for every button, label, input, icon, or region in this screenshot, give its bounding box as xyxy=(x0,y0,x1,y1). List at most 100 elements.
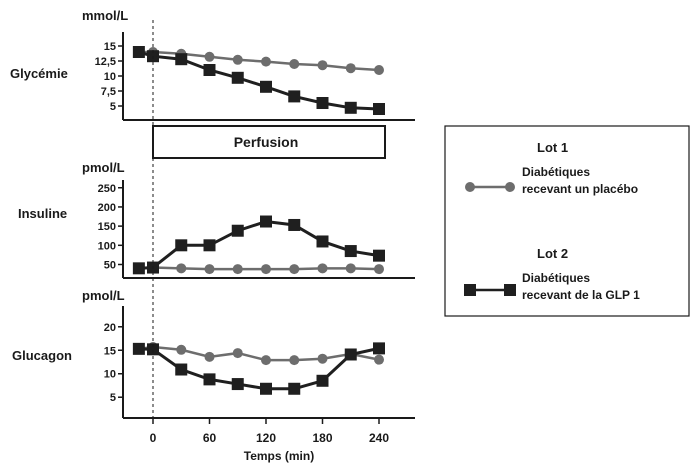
legend-lot1-line1: Diabétiques xyxy=(522,165,590,179)
glucagon-y-tick-label: 15 xyxy=(104,345,116,357)
glycemie-lot1-point xyxy=(232,54,243,65)
glycemie-lot1-point xyxy=(204,51,215,62)
insuline-series xyxy=(132,215,385,275)
panel-glucagon: pmol/L Glucagon 5 10 15 20 0 60 120 180 240 Tem… xyxy=(12,288,415,463)
glucagon-series-1-line xyxy=(138,345,380,362)
insuline-lot2-point xyxy=(316,235,329,248)
glucagon-lot2-point xyxy=(203,373,216,386)
insuline-series-1-line xyxy=(138,266,380,271)
glucagon-lot1-point xyxy=(204,351,215,362)
glycemie-lot2-point xyxy=(175,53,188,66)
legend-lot2-line2: recevant de la GLP 1 xyxy=(522,288,640,302)
glucagon-y-tick-label: 20 xyxy=(104,322,116,334)
glucagon-lot2-point xyxy=(147,343,159,356)
glucagon-lot1-point xyxy=(232,348,243,359)
x-tick-label: 240 xyxy=(369,431,389,445)
insuline-lot2-point xyxy=(175,239,188,252)
glucagon-lot2-point xyxy=(344,348,357,361)
glucagon-lot2-point xyxy=(260,382,272,395)
glucagon-series xyxy=(132,341,385,395)
glycemie-lot2-point xyxy=(373,103,385,115)
glucagon-lot1-point xyxy=(176,344,187,355)
glucagon-lot2-point xyxy=(316,374,329,387)
x-tick-label: 180 xyxy=(312,431,332,445)
perfusion-bar: Perfusion xyxy=(152,125,386,159)
insuline-lot2-point xyxy=(231,224,244,237)
glycemie-series-1-line xyxy=(138,50,380,72)
glucagon-y-tick-label: 10 xyxy=(104,369,116,381)
x-tick-label: 120 xyxy=(256,431,276,445)
glycemie-title: Glycémie xyxy=(10,66,68,81)
glucagon-lot2-point xyxy=(175,363,188,376)
glycemie-lot1-point xyxy=(345,63,356,74)
legend-lot2-marker-left xyxy=(464,284,476,296)
glycemie-lot2-point xyxy=(260,80,272,93)
panel-glycemie: mmol/L Glycémie 5 7,5 10 12,5 15 xyxy=(10,8,415,121)
glycemie-series-2-line xyxy=(138,50,380,111)
insuline-lot1-point xyxy=(204,264,215,275)
insuline-lot1-point xyxy=(289,264,300,275)
insuline-unit-label: pmol/L xyxy=(82,160,125,175)
insuline-series-2-line xyxy=(138,219,380,270)
glycemie-lot2-point xyxy=(344,101,357,114)
legend-lot1-line2: recevant un placébo xyxy=(522,182,638,196)
insuline-y-tick-label: 50 xyxy=(104,259,116,271)
insuline-y-tick-label: 150 xyxy=(98,221,116,233)
glycemie-lot1-point xyxy=(374,65,384,75)
insuline-y-tick-label: 100 xyxy=(98,240,116,252)
perfusion-label: Perfusion xyxy=(234,134,299,150)
insuline-lot2-point xyxy=(344,245,357,258)
glycemie-unit-label: mmol/L xyxy=(82,8,128,23)
insuline-title: Insuline xyxy=(18,206,67,221)
glucagon-title: Glucagon xyxy=(12,348,72,363)
insuline-lot1-point xyxy=(374,264,384,275)
glucagon-lot2-point xyxy=(373,342,385,355)
glycemie-lot1-point xyxy=(317,60,328,71)
glucagon-y-tick-label: 5 xyxy=(110,392,116,404)
legend-lot1-marker-right xyxy=(505,182,515,192)
glucagon-unit-label: pmol/L xyxy=(82,288,125,303)
insuline-y-tick-label: 250 xyxy=(98,183,116,195)
glucagon-lot1-point xyxy=(317,353,328,364)
insuline-lot1-point xyxy=(317,263,328,274)
glucagon-lot1-point xyxy=(289,355,300,366)
glycemie-y-tick-label: 12,5 xyxy=(95,56,116,68)
perfusion-box xyxy=(152,125,386,159)
insuline-lot1-point xyxy=(345,263,356,274)
glycemie-lot2-point xyxy=(203,64,216,76)
glucagon-lot1-point xyxy=(261,355,271,366)
insuline-lot2-point xyxy=(373,249,385,262)
insuline-lot2-point xyxy=(203,239,216,252)
x-tick-label: 0 xyxy=(150,431,157,445)
glycemie-y-tick-label: 15 xyxy=(104,41,116,53)
insuline-lot1-point xyxy=(176,263,187,274)
panel-insuline: pmol/L Insuline 50 100 150 200 250 xyxy=(18,160,415,279)
x-tick-label: 60 xyxy=(203,431,217,445)
glycemie-lot1-point xyxy=(289,59,300,69)
insuline-lot2-point xyxy=(260,215,272,228)
insuline-lot2-point xyxy=(132,262,145,275)
glycemie-lot2-point xyxy=(316,97,329,109)
glycemie-lot2-point xyxy=(132,46,145,58)
insuline-y-tick-label: 200 xyxy=(98,202,116,214)
glucagon-lot2-point xyxy=(231,378,244,391)
glycemie-y-ticks: 5 7,5 10 12,5 15 xyxy=(95,41,123,113)
glucagon-series-2-line xyxy=(138,346,380,391)
insuline-y-ticks: 50 100 150 200 250 xyxy=(98,183,123,271)
glucagon-x-ticks: 0 60 120 180 240 xyxy=(150,418,389,445)
legend-lot1-marker-left xyxy=(465,182,475,192)
glycemie-lot2-point xyxy=(288,90,301,103)
insuline-lot1-point xyxy=(232,264,243,275)
glucagon-lot2-point xyxy=(132,342,145,355)
legend-lot2-line1: Diabétiques xyxy=(522,271,590,285)
legend-box xyxy=(444,125,690,317)
legend: Lot 1 Diabétiques recevant un placébo Lo… xyxy=(444,125,690,317)
glucagon-lot1-point xyxy=(374,354,384,365)
glycemie-lot1-point xyxy=(261,56,271,67)
glycemie-y-tick-label: 10 xyxy=(104,71,116,83)
glucagon-lot2-point xyxy=(288,382,301,395)
x-axis-label: Temps (min) xyxy=(244,449,314,463)
glycemie-lot2-point xyxy=(231,71,244,84)
legend-lot1-title: Lot 1 xyxy=(537,140,568,155)
